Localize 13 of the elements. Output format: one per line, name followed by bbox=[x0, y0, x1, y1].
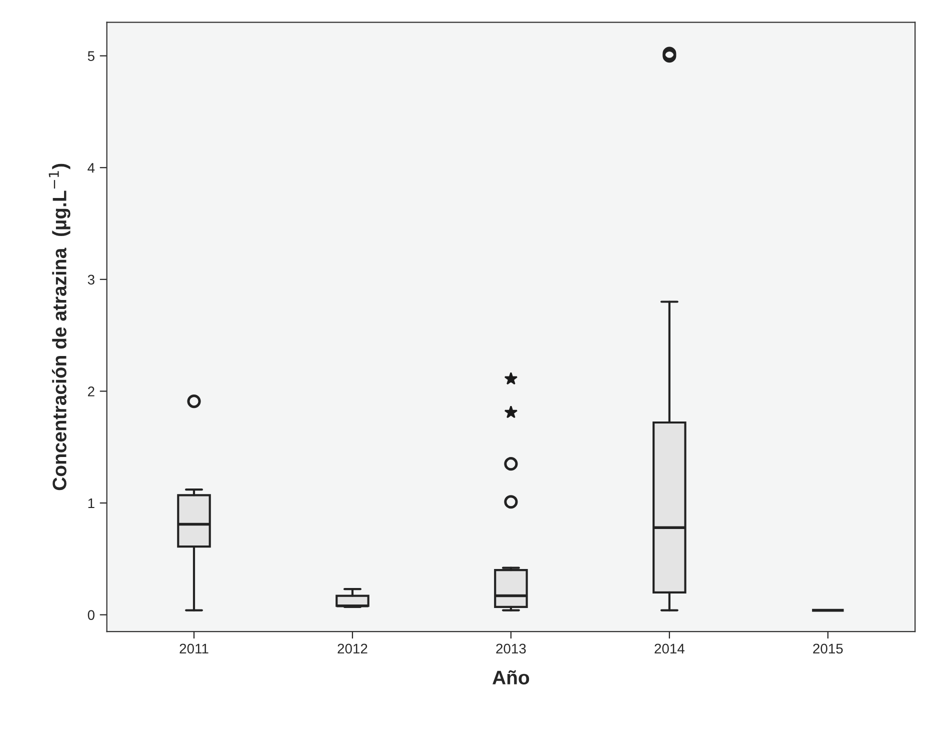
y-tick-label: 1 bbox=[88, 498, 94, 508]
y-tick-label: 2 bbox=[88, 386, 94, 396]
x-axis-title: Año bbox=[492, 670, 530, 684]
x-tick-label: 2015 bbox=[813, 644, 843, 654]
x-tick-label: 2014 bbox=[654, 644, 684, 654]
y-tick-label: 0 bbox=[88, 610, 94, 620]
y-tick-label: 4 bbox=[88, 163, 95, 173]
y-tick-label: 5 bbox=[88, 51, 94, 61]
x-tick-label: 2013 bbox=[496, 644, 526, 654]
y-axis-title: Concentración de atrazina (µg.L$^{−1}$) bbox=[48, 164, 70, 490]
x-tick-label: 2012 bbox=[338, 644, 368, 654]
x-tick-label: 2011 bbox=[180, 644, 208, 654]
y-tick-label: 3 bbox=[88, 274, 94, 285]
